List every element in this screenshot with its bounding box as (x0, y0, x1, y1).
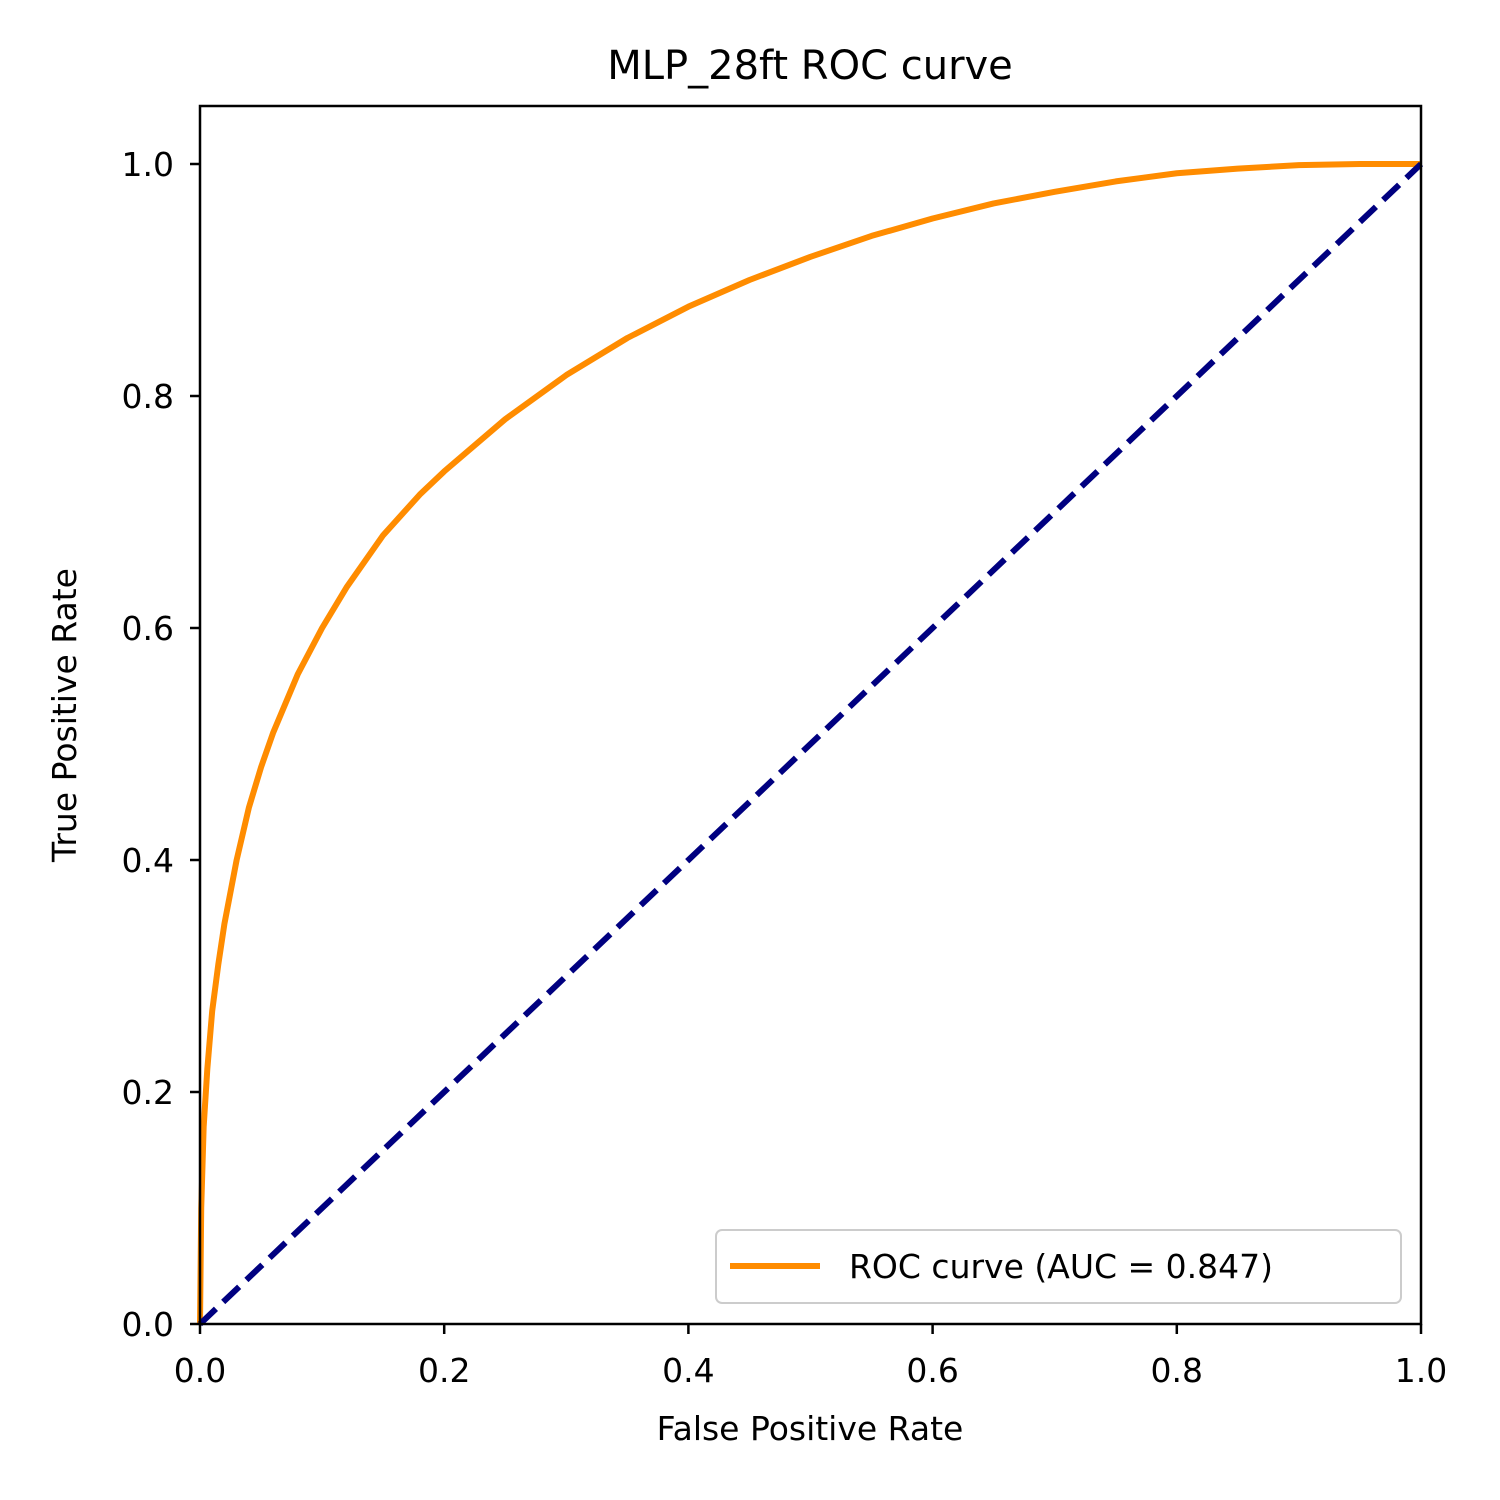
y-axis: 0.0 0.2 0.4 0.6 0.8 1.0 (122, 145, 200, 1344)
x-axis-label: False Positive Rate (657, 1409, 964, 1448)
x-tick-label: 0.2 (418, 1351, 470, 1390)
x-tick-label: 0.4 (662, 1351, 714, 1390)
x-tick-label: 0.0 (174, 1351, 226, 1390)
x-axis: 0.0 0.2 0.4 0.6 0.8 1.0 (174, 1324, 1447, 1390)
y-tick-label: 1.0 (122, 145, 174, 184)
y-tick-label: 0.6 (122, 609, 174, 648)
y-tick-label: 0.4 (122, 841, 174, 880)
x-tick-label: 0.6 (906, 1351, 958, 1390)
legend-label-roc: ROC curve (AUC = 0.847) (849, 1247, 1273, 1286)
y-axis-label: True Positive Rate (45, 568, 84, 863)
chart-title: MLP_28ft ROC curve (607, 43, 1013, 89)
y-tick-label: 0.0 (122, 1305, 174, 1344)
series-line-roc-curve (197, 161, 1421, 1325)
x-tick-label: 0.8 (1151, 1351, 1203, 1390)
y-tick-label: 0.2 (122, 1073, 174, 1112)
plot-area (197, 161, 1424, 1327)
legend: ROC curve (AUC = 0.847) (715, 1229, 1402, 1304)
x-tick-label: 1.0 (1395, 1351, 1447, 1390)
legend-box (715, 1229, 1402, 1304)
axes-frame (198, 104, 1423, 1326)
y-tick-label: 0.8 (122, 377, 174, 416)
series-line-chance-diagonal (197, 161, 1424, 1327)
